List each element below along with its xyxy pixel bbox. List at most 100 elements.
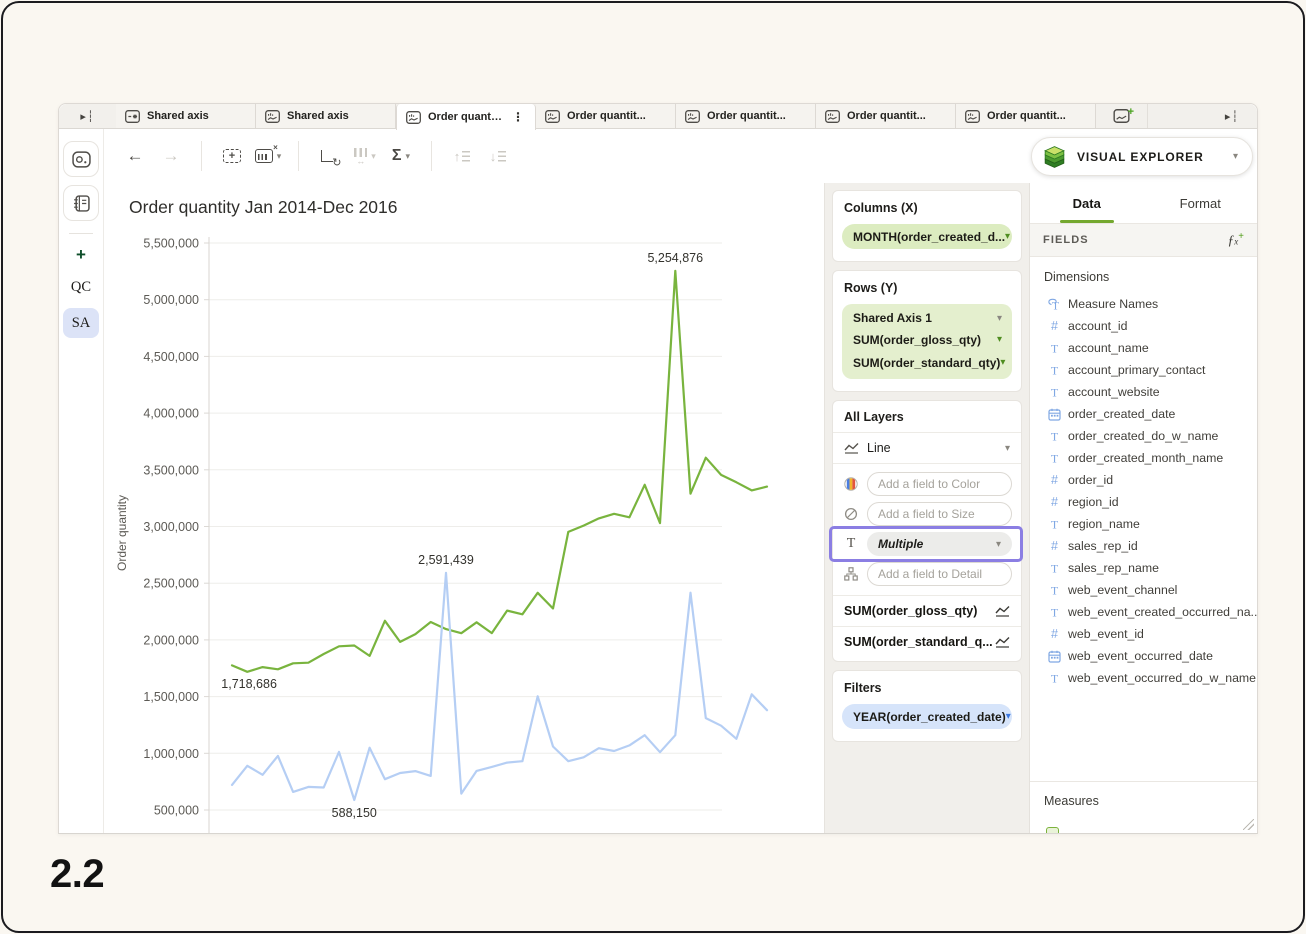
fields-header: FIELDS ƒx+ [1030, 224, 1257, 257]
tab-5-order-quantit[interactable]: Order quantit... [816, 104, 956, 128]
filters-title: Filters [844, 681, 882, 695]
field-order-created-date[interactable]: order_created_date [1030, 403, 1257, 425]
notebook-icon [73, 194, 90, 212]
columns-title: Columns (X) [844, 201, 918, 215]
drop-zone-input[interactable]: Add a field to Size [867, 502, 1012, 526]
svg-text:T: T [1051, 606, 1059, 618]
measures-section: Measures [1030, 781, 1257, 833]
remove-viz-icon[interactable]: × ▾ [253, 141, 283, 171]
screen-capture-icon [71, 150, 91, 168]
resize-grip[interactable] [1243, 819, 1254, 830]
tab-label: Shared axis [147, 110, 209, 122]
shared-axis-header[interactable]: Shared Axis 1 ▾ [842, 306, 1012, 328]
text-icon: T [1044, 518, 1065, 530]
mark-type-dropdown[interactable]: Line ▾ [833, 432, 1021, 464]
field-name: web_event_channel [1068, 583, 1178, 597]
tab-3-order-quantit[interactable]: Order quantit... [536, 104, 676, 128]
layer-row-gloss-label: SUM(order_gloss_qty) [844, 604, 978, 618]
text-icon: T [846, 536, 856, 551]
chevron-down-icon[interactable]: ▾ [1000, 357, 1006, 368]
tab-strip-spacer [1148, 104, 1207, 128]
field-web-event-occurred-date[interactable]: web_event_occurred_date [1030, 645, 1257, 667]
toolbar: ← → + × ▾ ↻ ↔ ▾ Σ ▾ ↑ ↓ VISUAL EXPLORER ▾ [104, 129, 1257, 183]
forward-icon: → [162, 146, 180, 165]
chevron-down-icon[interactable]: ▾ [996, 312, 1002, 324]
field-account-id[interactable]: # account_id [1030, 315, 1257, 337]
field-name: web_event_created_occurred_na... [1068, 605, 1257, 619]
layer-row-gloss[interactable]: SUM(order_gloss_qty) [833, 595, 1021, 626]
add-viz-icon[interactable]: + [217, 141, 247, 171]
text-icon: T [1044, 430, 1065, 442]
back-icon[interactable]: ← [126, 146, 144, 165]
page-chips: QC SA [63, 272, 99, 338]
rows-pill-standard[interactable]: SUM(order_standard_qty) ▾ [842, 351, 1012, 374]
size-icon [842, 507, 860, 521]
add-calculated-field-button[interactable]: ƒx+ [1227, 231, 1244, 248]
tab-0-shared-axis[interactable]: Shared axis [116, 104, 256, 128]
page-chip-sa[interactable]: SA [63, 308, 99, 338]
viz-icon [545, 109, 560, 123]
rows-pill-gloss[interactable]: SUM(order_gloss_qty) ▾ [842, 328, 1012, 351]
tab-format[interactable]: Format [1179, 195, 1221, 211]
add-page-button[interactable]: + [76, 245, 86, 264]
data-panel: Data Format FIELDS ƒx+ Dimensions T Measu… [1029, 183, 1257, 833]
svg-text:T: T [1051, 452, 1059, 464]
tab-6-order-quantit[interactable]: Order quantit... [956, 104, 1096, 128]
swap-axes-icon[interactable]: ↻ [314, 141, 344, 171]
series-line-0[interactable] [230, 269, 769, 673]
svg-text:T: T [1051, 342, 1059, 354]
chevron-down-icon[interactable]: ▾ [1005, 231, 1011, 242]
chevron-down-icon[interactable]: ▾ [996, 334, 1002, 345]
series-line-1[interactable] [230, 571, 769, 802]
drop-zone-input[interactable]: Add a field to Color [867, 472, 1012, 496]
tab-1-shared-axis[interactable]: Shared axis [256, 104, 396, 128]
drop-zone-text: T Multiple ▾ [829, 526, 1023, 562]
tab-menu-icon[interactable]: ⋮ [512, 110, 524, 124]
sigma-icon[interactable]: Σ ▾ [391, 147, 411, 164]
y-tick-label: 2,000,000 [143, 633, 199, 647]
drop-zones: Add a field to Color Add a field to Size T… [829, 464, 1023, 595]
layer-row-standard[interactable]: SUM(order_standard_q... [833, 626, 1021, 657]
drop-zone-input[interactable]: Add a field to Detail [867, 562, 1012, 586]
shared-axis-group: Shared Axis 1 ▾ SUM(order_gloss_qty) ▾ S… [842, 304, 1012, 379]
chevron-down-icon: ▾ [1004, 442, 1010, 454]
screen-capture-button[interactable] [63, 141, 99, 177]
tab-label: Order quantit... [987, 110, 1066, 122]
chevron-down-icon[interactable]: ▾ [1005, 711, 1011, 722]
viz-icon [825, 109, 840, 123]
field-region-id[interactable]: # region_id [1030, 491, 1257, 513]
y-tick-label: 2,500,000 [143, 577, 199, 591]
y-tick-label: 3,000,000 [143, 520, 199, 534]
color-icon [842, 477, 860, 491]
field-name: account_website [1068, 385, 1160, 399]
columns-pill[interactable]: MONTH(order_created_d... ▾ [842, 224, 1012, 249]
field-order-id[interactable]: # order_id [1030, 469, 1257, 491]
tab-4-order-quantit[interactable]: Order quantit... [676, 104, 816, 128]
tab-data[interactable]: Data [1030, 183, 1144, 223]
collapse-left-icon[interactable]: ▸┆ [80, 110, 95, 123]
drop-zone-value[interactable]: Multiple ▾ [867, 532, 1012, 556]
chart-wrap: 5,500,000 5,000,000 4,500,000 4,000,000 3,50… [104, 233, 824, 834]
field-name: web_event_occurred_do_w_name [1068, 671, 1256, 685]
field-sales-rep-id[interactable]: # sales_rep_id [1030, 535, 1257, 557]
field-web-event-id[interactable]: # web_event_id [1030, 623, 1257, 645]
tab-2-order-quantit[interactable]: Order quantit... ⋮ [396, 104, 536, 130]
field-measure-names[interactable]: T Measure Names [1030, 293, 1257, 315]
filter-pill[interactable]: YEAR(order_created_date) ▾ [842, 704, 1012, 729]
collapse-right-icon[interactable]: ▸┆ [1224, 110, 1240, 123]
y-tick-label: 4,000,000 [143, 407, 199, 421]
page-chip-qc[interactable]: QC [70, 278, 92, 295]
new-visualization-button[interactable]: + [1096, 104, 1148, 128]
visual-explorer-button[interactable]: VISUAL EXPLORER ▾ [1031, 137, 1253, 176]
notebook-button[interactable] [63, 185, 99, 221]
